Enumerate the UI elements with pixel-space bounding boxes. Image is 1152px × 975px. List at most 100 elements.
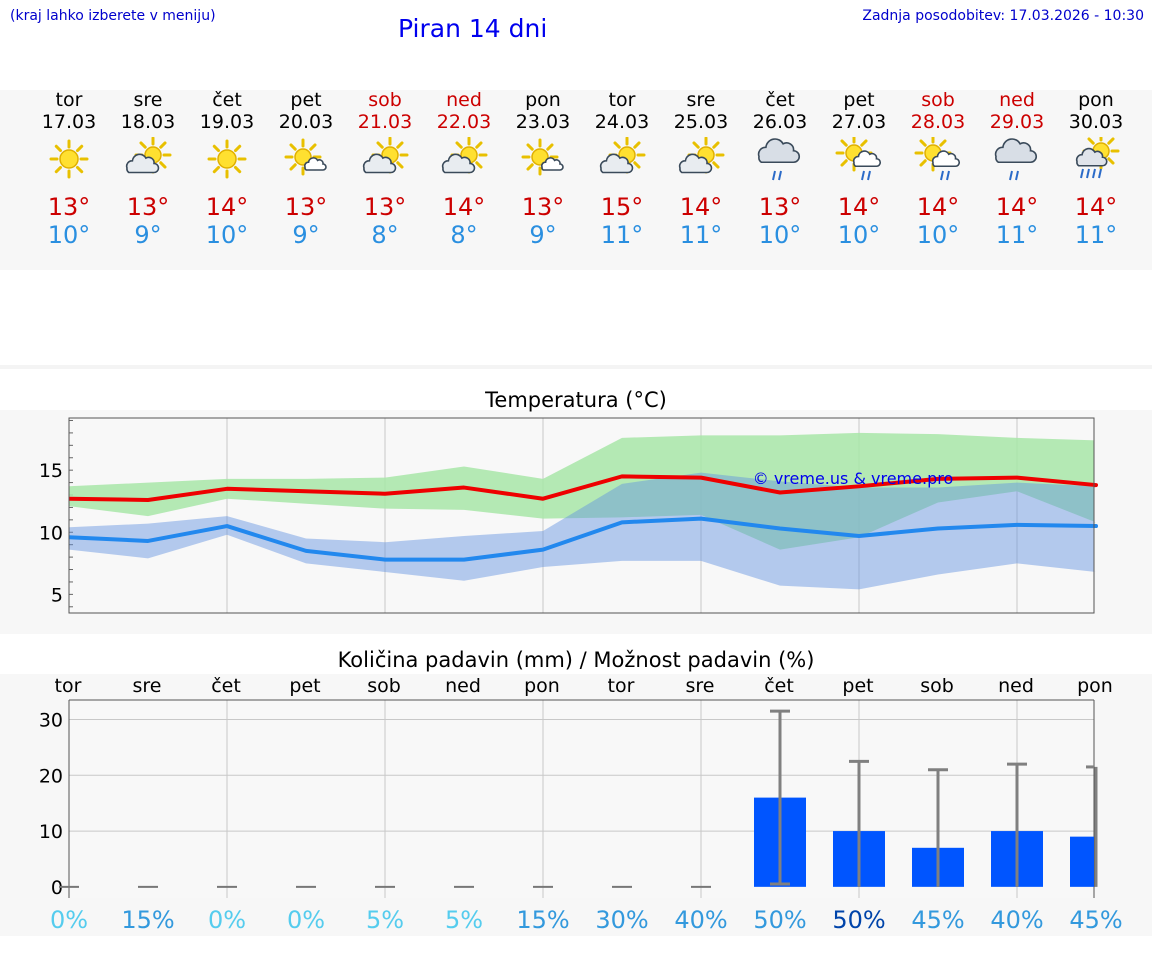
precip-probability: 50% <box>753 906 806 934</box>
max-temp-line <box>68 474 1098 502</box>
temp-min: 10° <box>837 221 881 249</box>
day-name: pon <box>1078 89 1114 111</box>
day-name: pet <box>290 89 322 111</box>
day-name: ned <box>999 89 1035 111</box>
sun-cloud-rain-icon <box>835 137 882 181</box>
day-name: ned <box>446 89 482 111</box>
temp-min: 11° <box>995 221 1039 249</box>
day-date: 26.03 <box>752 111 808 133</box>
day-date: 25.03 <box>673 111 729 133</box>
temp-max: 14° <box>916 193 960 221</box>
day-date: 19.03 <box>199 111 255 133</box>
day-forecast: sob 28.03 14° 10° <box>899 89 978 249</box>
cloud-rain-icon <box>757 138 801 181</box>
day-axis-label: sob <box>920 675 954 697</box>
y-tick-label: 30 <box>39 710 63 732</box>
min-temp-line <box>68 516 1098 562</box>
day-axis-label: tor <box>608 675 635 697</box>
day-name: čet <box>765 89 795 111</box>
day-forecast: pet 27.03 14° 10° <box>820 89 899 249</box>
precip-probability: 5% <box>366 906 404 934</box>
day-name: tor <box>608 89 636 111</box>
temp-max: 13° <box>363 193 407 221</box>
day-date: 24.03 <box>594 111 650 133</box>
day-date: 18.03 <box>120 111 176 133</box>
day-axis-label: tor <box>55 675 82 697</box>
temp-min: 10° <box>47 221 91 249</box>
temp-min: 11° <box>1074 221 1118 249</box>
day-forecast: ned 22.03 14° 8° <box>425 89 504 249</box>
y-tick-label: 20 <box>39 765 63 787</box>
precipitation-chart-title: Količina padavin (mm) / Možnost padavin … <box>337 648 815 672</box>
sun-cloud-rain-icon <box>914 137 961 181</box>
precip-probability: 30% <box>595 906 648 934</box>
temp-min: 10° <box>758 221 802 249</box>
day-axis-label: pon <box>524 675 560 697</box>
day-axis-label: čet <box>211 675 241 697</box>
precip-probability: 40% <box>674 906 727 934</box>
y-tick-label: 5 <box>51 584 63 606</box>
temp-min: 9° <box>292 221 320 249</box>
max-range-band <box>69 432 1096 550</box>
day-axis-label: pon <box>1077 675 1113 697</box>
sun-behind-cloud-icon <box>678 137 725 174</box>
temp-min: 10° <box>205 221 249 249</box>
day-axis-label: čet <box>764 675 794 697</box>
day-date: 28.03 <box>910 111 966 133</box>
y-tick-label: 10 <box>39 522 63 544</box>
sun-small-cloud-icon <box>284 138 327 176</box>
sun-icon <box>207 139 247 179</box>
day-forecast: pon 23.03 13° 9° <box>504 89 583 249</box>
day-axis-label: sob <box>367 675 401 697</box>
day-forecast: čet 26.03 13° 10° <box>741 89 820 249</box>
day-forecast: sob 21.03 13° 8° <box>346 89 425 249</box>
temperature-chart-title: Temperatura (°C) <box>485 388 667 412</box>
day-forecast: pet 20.03 13° 9° <box>267 89 346 249</box>
precip-probability: 15% <box>516 906 569 934</box>
day-date: 23.03 <box>515 111 571 133</box>
day-axis-label: pet <box>289 675 320 697</box>
temp-max: 13° <box>521 193 565 221</box>
day-name: sob <box>921 89 955 111</box>
day-date: 29.03 <box>989 111 1045 133</box>
precip-probability: 45% <box>1069 906 1122 934</box>
precip-probability: 45% <box>911 906 964 934</box>
day-axis-label: sre <box>133 675 162 697</box>
day-date: 17.03 <box>41 111 97 133</box>
temp-min: 9° <box>134 221 162 249</box>
day-forecast: ned 29.03 14° 11° <box>978 89 1057 249</box>
precipitation-chart: 0 10 20 30 tor sre čet pet sob ned pon tor sre čet pet… <box>39 675 1123 934</box>
day-date: 30.03 <box>1068 111 1124 133</box>
temp-max: 13° <box>284 193 328 221</box>
temp-min: 11° <box>600 221 644 249</box>
temp-max: 13° <box>47 193 91 221</box>
y-tick-label: 10 <box>39 821 63 843</box>
temp-max: 15° <box>600 193 644 221</box>
temp-max: 14° <box>205 193 249 221</box>
sun-small-cloud-icon <box>521 138 564 176</box>
temp-min: 8° <box>371 221 399 249</box>
y-tick-label: 15 <box>39 460 63 482</box>
precip-probability: 0% <box>287 906 325 934</box>
temp-max: 14° <box>679 193 723 221</box>
day-forecast: sre 18.03 13° 9° <box>109 89 188 249</box>
temp-max: 14° <box>1074 193 1118 221</box>
day-name: pon <box>525 89 561 111</box>
y-tick-label: 0 <box>51 877 63 899</box>
temp-max: 13° <box>758 193 802 221</box>
day-date: 22.03 <box>436 111 492 133</box>
temp-min: 11° <box>679 221 723 249</box>
day-date: 20.03 <box>278 111 334 133</box>
sun-icon <box>49 139 89 179</box>
day-name: sob <box>368 89 402 111</box>
precip-probability: 50% <box>832 906 885 934</box>
sun-behind-cloud-icon <box>125 137 172 174</box>
day-name: čet <box>212 89 242 111</box>
temp-max: 13° <box>126 193 170 221</box>
temp-min: 10° <box>916 221 960 249</box>
precip-probability: 15% <box>121 906 174 934</box>
day-forecast: čet 19.03 14° 10° <box>188 89 267 249</box>
temp-min: 9° <box>529 221 557 249</box>
sun-behind-cloud-icon <box>599 137 646 174</box>
precip-bar <box>1070 836 1094 887</box>
